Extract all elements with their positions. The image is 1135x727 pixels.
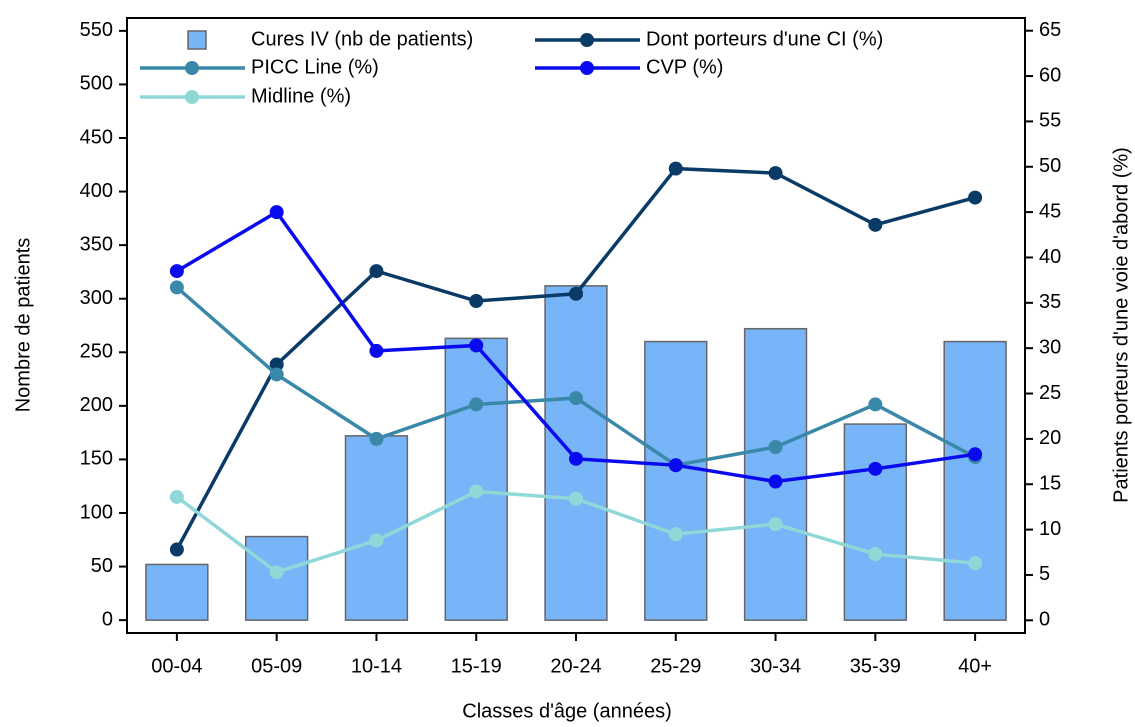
x-tick-label: 25-29 — [650, 655, 701, 677]
y-tick-label: 50 — [91, 555, 113, 577]
legend-marker — [580, 61, 594, 75]
x-tick-label: 00-04 — [151, 655, 202, 677]
y-tick-label: 100 — [80, 501, 113, 523]
y-tick-label: 0 — [102, 608, 113, 630]
y-tick-label: 150 — [80, 448, 113, 470]
y2-tick-label: 35 — [1039, 291, 1061, 313]
y-tick-label: 250 — [80, 341, 113, 363]
y2-tick-label: 60 — [1039, 64, 1061, 86]
y2-tick-label: 50 — [1039, 155, 1061, 177]
point — [469, 397, 484, 412]
y2-tick-label: 30 — [1039, 336, 1061, 358]
legend-label: Dont porteurs d'une CI (%) — [646, 28, 883, 50]
y-axis-title: Nombre de patients — [12, 238, 34, 413]
y2-tick-label: 15 — [1039, 473, 1061, 495]
point — [169, 264, 184, 279]
bar — [444, 337, 508, 621]
point — [569, 491, 583, 506]
x-tick-label: 30-34 — [750, 655, 801, 677]
point — [369, 343, 384, 358]
point — [269, 565, 284, 580]
point — [469, 338, 484, 353]
point — [768, 517, 783, 532]
x-axis-title: Classes d'âge (années) — [462, 700, 672, 722]
point — [469, 484, 484, 499]
point — [668, 527, 683, 542]
legend-marker — [185, 61, 199, 75]
point — [768, 474, 783, 489]
point — [169, 280, 184, 295]
y-tick-label: 500 — [80, 73, 113, 95]
legend-label: PICC Line (%) — [251, 56, 379, 78]
x-tick-label: 10-14 — [351, 655, 402, 677]
x-tick-label: 20-24 — [550, 655, 601, 677]
y2-tick-label: 0 — [1039, 609, 1050, 631]
point — [968, 190, 983, 205]
point — [968, 447, 983, 462]
point — [169, 489, 184, 504]
y-tick-label: 550 — [80, 19, 113, 41]
point — [668, 458, 683, 473]
x-tick-label: 35-39 — [850, 655, 901, 677]
point — [868, 397, 883, 412]
point — [868, 547, 883, 562]
bar — [743, 327, 808, 621]
y-tick-label: 300 — [80, 287, 113, 309]
legend-label: Cures IV (nb de patients) — [251, 28, 473, 50]
point — [668, 161, 683, 176]
y-tick-label: 450 — [80, 126, 113, 148]
legend-label: CVP (%) — [646, 56, 723, 78]
point — [569, 391, 583, 406]
point — [569, 286, 583, 301]
y2-tick-label: 45 — [1039, 200, 1061, 222]
x-tick-label: 40+ — [958, 655, 992, 677]
point — [269, 357, 284, 372]
point — [768, 166, 783, 181]
point — [469, 294, 484, 309]
point — [269, 205, 284, 220]
y2-tick-label: 55 — [1039, 110, 1061, 132]
y-tick-label: 200 — [80, 394, 113, 416]
legend-label: Midline (%) — [251, 85, 351, 107]
point — [369, 264, 384, 279]
y2-tick-label: 65 — [1039, 19, 1061, 41]
bar — [145, 563, 209, 621]
y2-tick-label: 40 — [1039, 246, 1061, 268]
y2-axis-title: Patients porteurs d'une voie d'abord (%) — [1110, 147, 1132, 503]
legend-marker — [185, 90, 199, 104]
bar — [644, 340, 708, 621]
point — [269, 367, 284, 382]
y2-tick-label: 25 — [1039, 382, 1061, 404]
x-tick-label: 05-09 — [251, 655, 302, 677]
y-tick-label: 400 — [80, 180, 113, 202]
point — [369, 533, 384, 548]
y-tick-label: 350 — [80, 233, 113, 255]
point — [569, 451, 583, 466]
legend-marker — [580, 33, 594, 47]
point — [169, 542, 184, 557]
bar — [943, 340, 1007, 621]
y2-tick-label: 20 — [1039, 427, 1061, 449]
bar — [344, 435, 409, 621]
point — [369, 431, 384, 446]
y2-tick-label: 10 — [1039, 518, 1061, 540]
point — [868, 217, 883, 232]
bar — [843, 423, 908, 621]
x-tick-label: 15-19 — [451, 655, 502, 677]
point — [968, 556, 983, 571]
y2-tick-label: 5 — [1039, 563, 1050, 585]
point — [868, 461, 883, 476]
legend-swatch — [187, 30, 207, 50]
point — [768, 440, 783, 455]
